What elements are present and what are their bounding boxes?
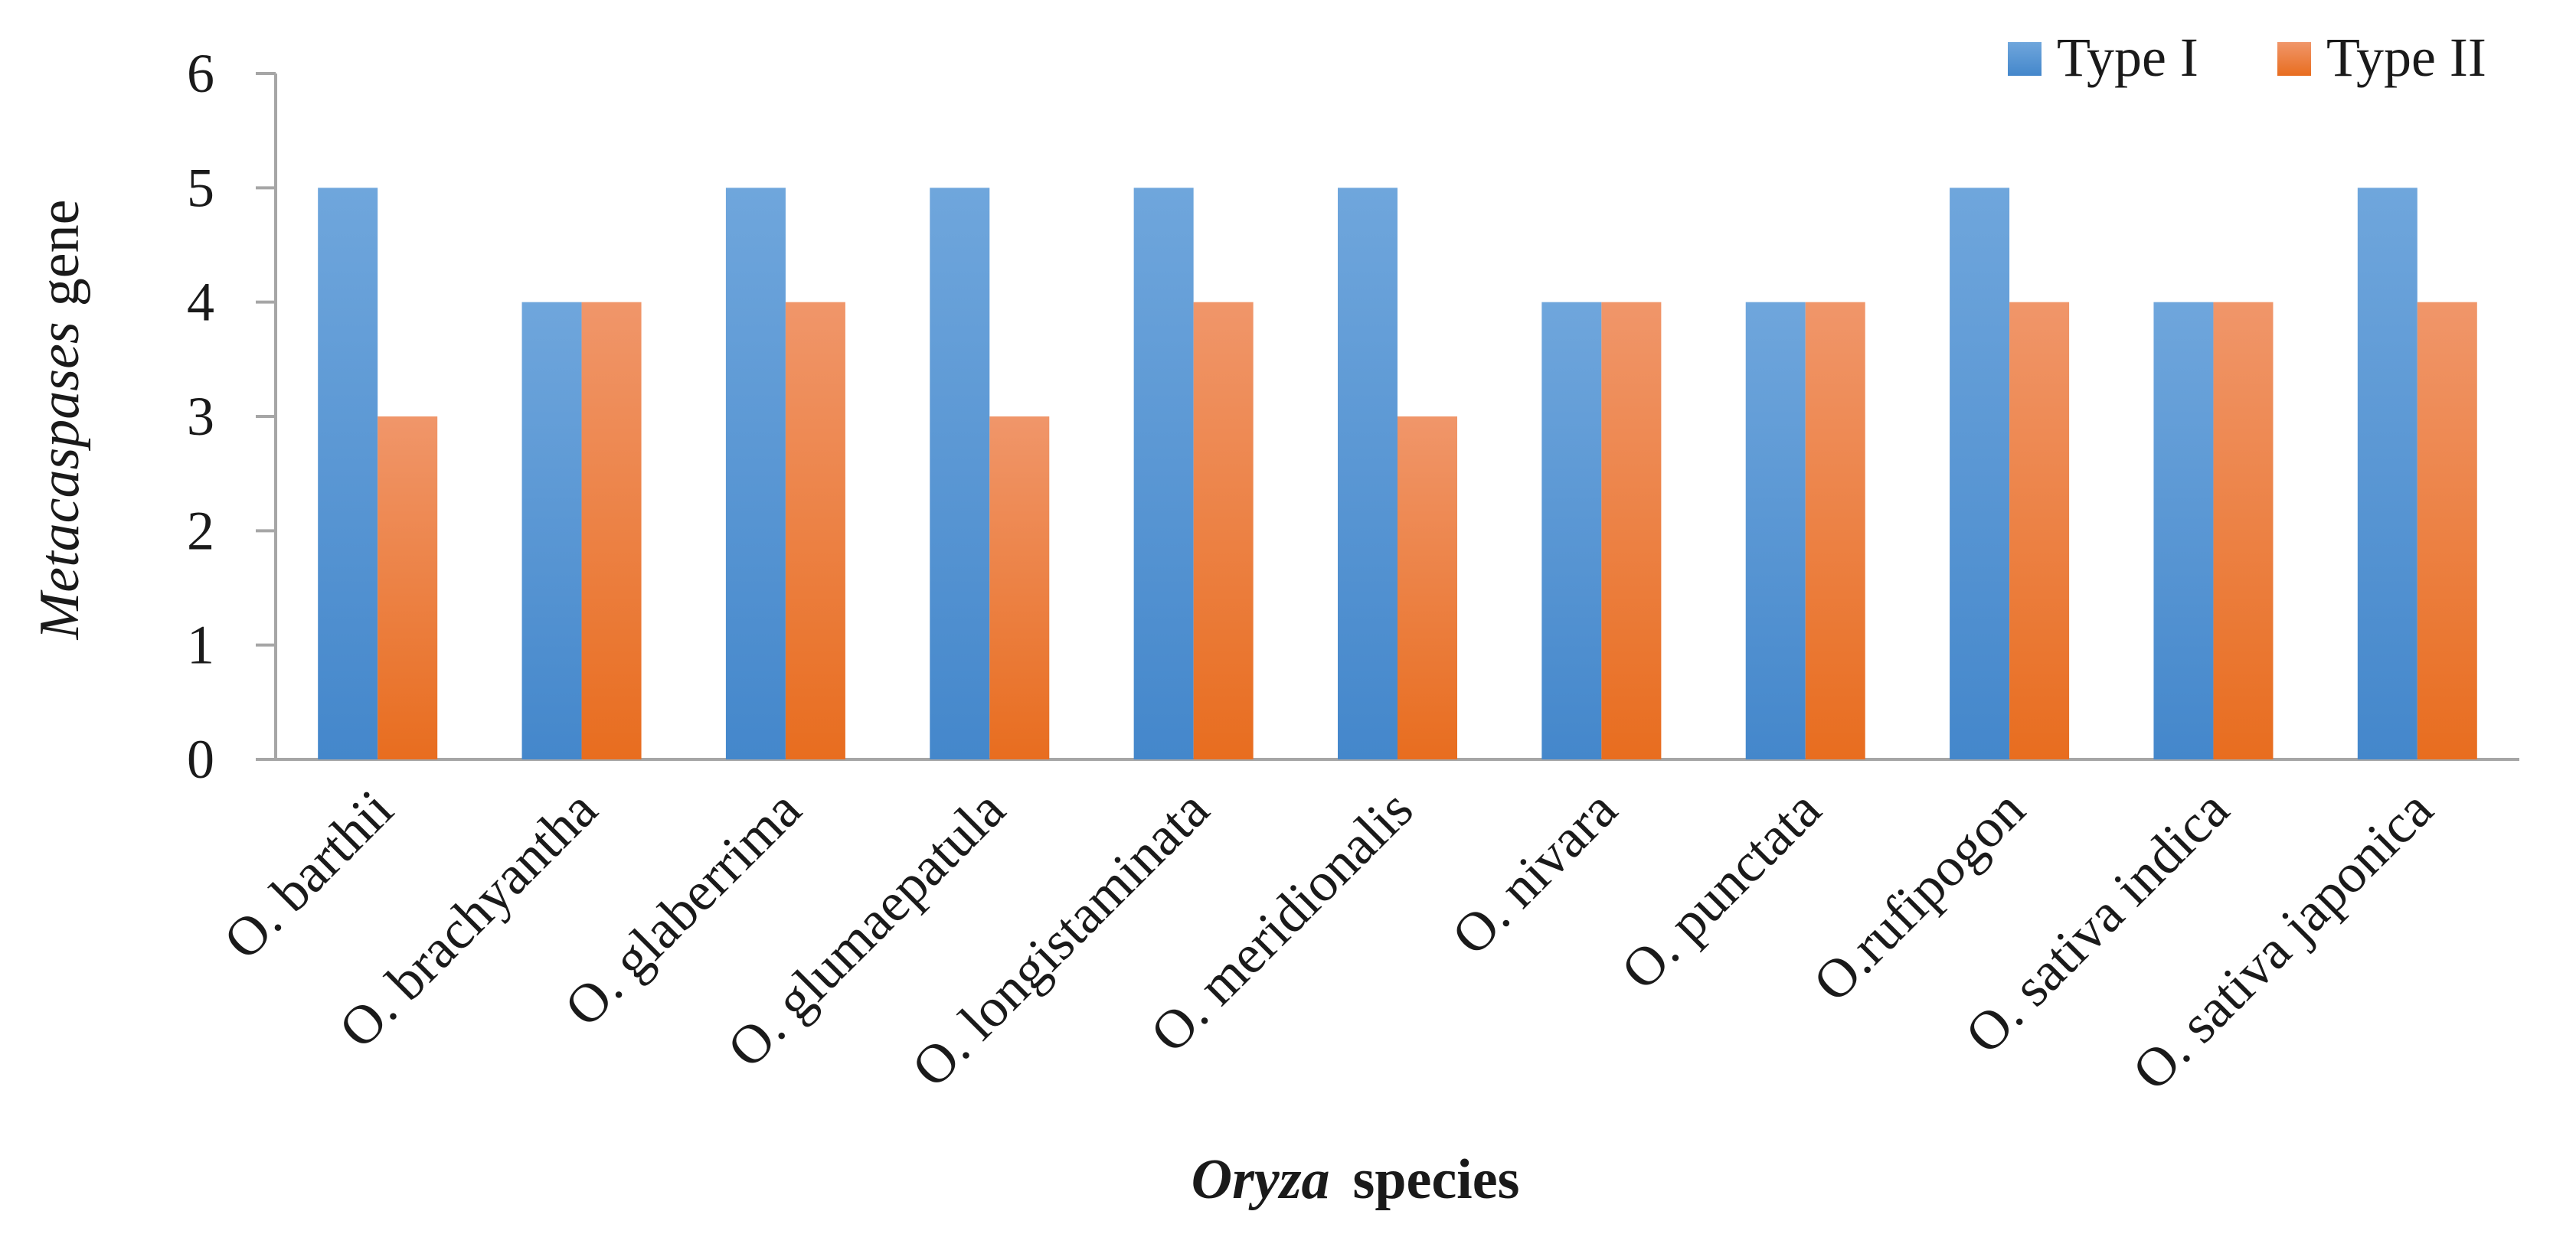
bar-type-1	[1133, 188, 1194, 760]
y-tick-label: 2	[187, 500, 214, 561]
x-category-label: O. nivara	[1440, 779, 1629, 967]
bar-type-2	[2009, 302, 2070, 760]
y-tick-label: 3	[187, 386, 214, 447]
bar-type-2	[2417, 302, 2477, 760]
bar-type-2	[378, 416, 438, 759]
legend: Type I Type II	[2008, 27, 2486, 88]
bar-type-2	[1805, 302, 1865, 760]
y-axis-title-rest: gene	[28, 200, 91, 307]
bar-type-1	[930, 188, 990, 760]
y-tick-label: 4	[187, 272, 214, 333]
bar-type-2	[2213, 302, 2274, 760]
y-axis-title-italic: Metacaspases	[28, 322, 91, 640]
x-axis-title: Oryza species	[1192, 1148, 1520, 1211]
legend-label-type-1: Type I	[2057, 27, 2198, 88]
bar-type-2	[785, 302, 845, 760]
legend-swatch-type-1	[2008, 42, 2042, 76]
bar-type-1	[1950, 188, 2010, 760]
bar-type-1	[1745, 302, 1806, 760]
y-axis-title: Metacaspases gene	[28, 200, 91, 641]
bar-type-2	[1601, 302, 1662, 760]
bars	[318, 188, 2477, 760]
bar-type-2	[581, 302, 642, 760]
bar-type-1	[318, 188, 378, 760]
y-tick-label: 0	[187, 729, 214, 790]
x-axis-title-rest: species	[1353, 1148, 1520, 1211]
bar-type-1	[725, 188, 786, 760]
bar-type-2	[989, 416, 1050, 759]
x-category-label: O. barthii	[212, 779, 405, 971]
y-tick-label: 1	[187, 615, 214, 676]
bar-type-2	[1398, 416, 1457, 759]
bar-type-1	[1338, 188, 1398, 760]
x-axis-title-italic: Oryza	[1192, 1148, 1330, 1211]
y-ticks: 0 1 2 3 4 5 6	[187, 43, 276, 790]
y-tick-label: 5	[187, 157, 214, 218]
x-category-label: O. punctata	[1610, 779, 1832, 1001]
bar-type-1	[2153, 302, 2214, 760]
y-tick-label: 6	[187, 43, 214, 104]
bar-type-1	[1541, 302, 1602, 760]
bar-type-2	[1193, 302, 1254, 760]
legend-label-type-2: Type II	[2326, 27, 2486, 88]
bar-type-1	[521, 302, 582, 760]
legend-swatch-type-2	[2277, 42, 2311, 76]
bar-type-1	[2357, 188, 2417, 760]
